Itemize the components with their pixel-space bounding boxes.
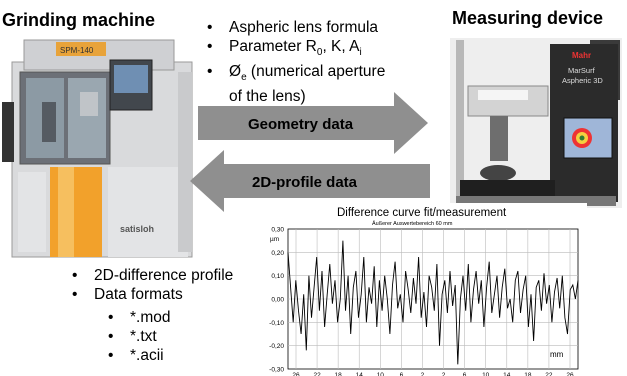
format-item: • *.acii [108, 347, 164, 364]
chart-subtitle: Äußerer Auswertebereich 60 mm [372, 220, 453, 227]
x-tick-label: 10 [482, 372, 490, 376]
right-title: Measuring device [452, 8, 604, 28]
grinder-brand-label: satisloh [120, 224, 154, 234]
grinder-model-label: SPM-140 [60, 46, 94, 55]
difference-curve-line [287, 240, 579, 365]
x-tick-label: 18 [335, 372, 343, 376]
geometry-data-arrow: Geometry data [198, 92, 428, 154]
chart-title: Difference curve fit/measurement [337, 207, 507, 219]
x-tick-label: 22 [545, 372, 553, 376]
difference-chart: Difference curve fit/measurement Äußerer… [254, 203, 587, 376]
top-bullet-item: • Parameter R0, K, Ai [207, 38, 362, 59]
profile-data-label: 2D-profile data [252, 174, 358, 191]
x-tick-label: 6 [463, 372, 467, 376]
format-item: • *.mod [108, 309, 171, 326]
profile-data-arrow: 2D-profile data [190, 150, 430, 212]
bottom-bullet-list: • 2D-difference profile • Data formats [72, 266, 233, 304]
y-tick-label: 0,10 [271, 273, 284, 280]
x-tick-label: 14 [356, 372, 364, 376]
left-title: Grinding machine [2, 10, 156, 30]
measuring-device-image: Mahr MarSurf Aspheric 3D [450, 38, 622, 208]
y-tick-label: -0,20 [269, 343, 284, 350]
x-tick-label: 22 [313, 372, 321, 376]
top-bullet-item: • Aspheric lens formula [207, 19, 379, 36]
x-tick-label: 14 [503, 372, 511, 376]
top-bullet-item: • Øe (numerical aperture [207, 63, 386, 84]
bottom-bullet-item: • 2D-difference profile [72, 267, 234, 284]
y-tick-label: -0,30 [269, 367, 284, 374]
x-axis-unit: mm [550, 350, 564, 359]
x-tick-label: 26 [566, 372, 574, 376]
format-item: • *.txt [108, 328, 157, 345]
x-tick-label: 10 [377, 372, 385, 376]
y-tick-label: -0,10 [269, 320, 284, 327]
format-list: • *.mod • *.txt • *.acii [108, 308, 171, 365]
y-tick-label: 0,00 [271, 297, 284, 304]
device-name-line2: Aspheric 3D [562, 76, 603, 85]
device-name-line1: MarSurf [568, 66, 596, 75]
grinding-machine-image: SPM-140 satisloh [2, 39, 193, 258]
y-axis-unit: µm [270, 236, 279, 243]
x-tick-label: 2 [421, 372, 425, 376]
x-tick-label: 26 [292, 372, 300, 376]
top-bullet-list: • Aspheric lens formula • Parameter R0, K,… [207, 18, 385, 106]
x-tick-label: 2 [442, 372, 446, 376]
geometry-data-label: Geometry data [248, 116, 354, 133]
x-tick-label: 6 [400, 372, 404, 376]
x-tick-label: 18 [524, 372, 532, 376]
top-bullet-item: of the lens) [229, 88, 306, 106]
y-tick-label: 0,30 [271, 227, 284, 234]
device-brand-label: Mahr [572, 51, 591, 60]
y-tick-label: 0,20 [271, 250, 284, 257]
bottom-bullet-item: • Data formats [72, 286, 183, 303]
